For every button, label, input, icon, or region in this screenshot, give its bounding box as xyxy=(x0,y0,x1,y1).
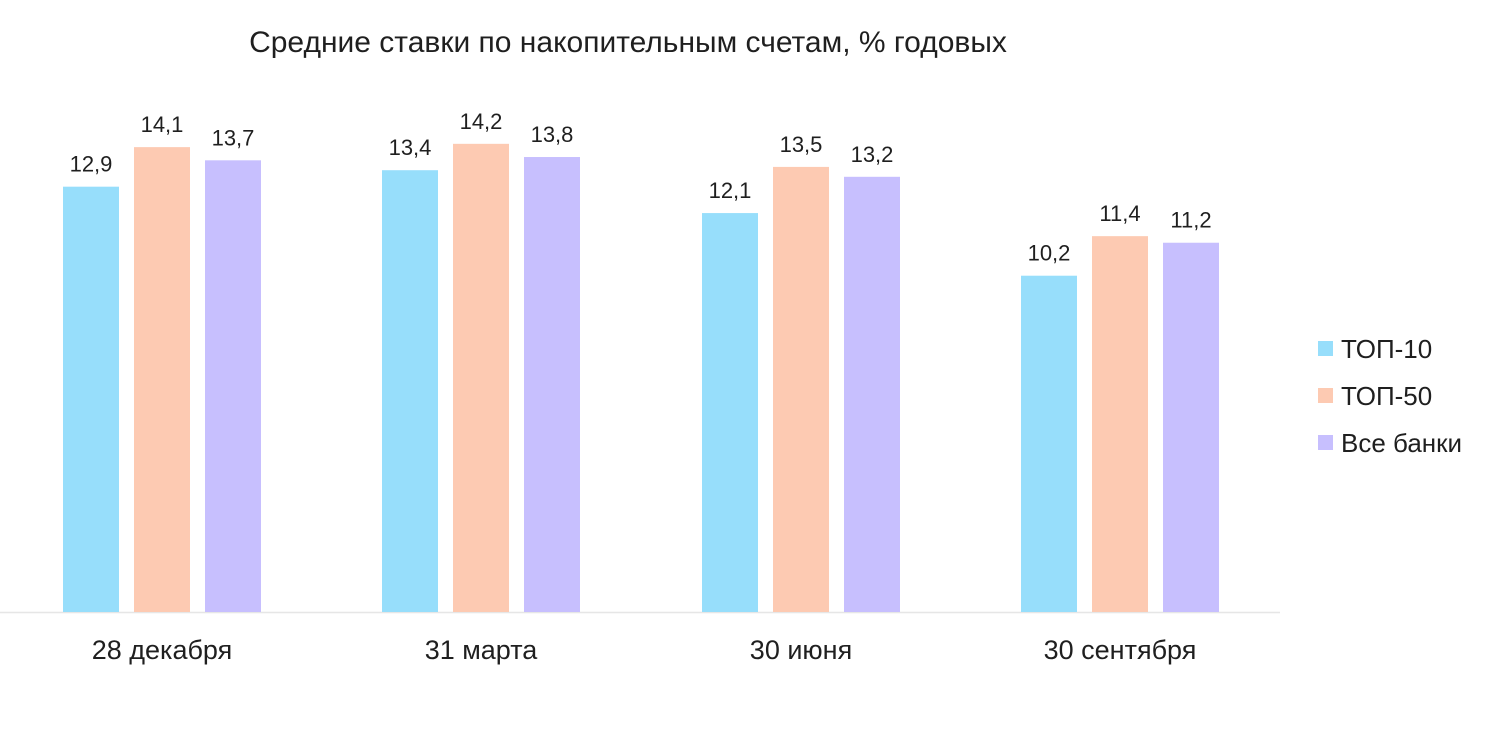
bars-group xyxy=(63,143,1219,613)
category-label-3: 30 сентября xyxy=(1044,635,1197,665)
category-label-0: 28 декабря xyxy=(92,635,233,665)
legend-label-all-banks: Все банки xyxy=(1341,428,1462,458)
data-label-top10-2: 12,1 xyxy=(709,178,752,203)
bar-all-banks-3 xyxy=(1163,242,1219,613)
data-label-top50-3: 11,4 xyxy=(1099,201,1140,226)
data-label-all-banks-2: 13,2 xyxy=(851,142,894,167)
bar-top50-3 xyxy=(1092,236,1148,613)
bar-top50-0 xyxy=(134,147,190,613)
data-label-all-banks-1: 13,8 xyxy=(531,122,574,147)
legend-swatch-top50 xyxy=(1318,388,1333,403)
bar-top50-1 xyxy=(453,143,509,612)
data-label-all-banks-3: 11,2 xyxy=(1170,208,1211,233)
data-label-top10-3: 10,2 xyxy=(1028,241,1071,266)
bar-all-banks-2 xyxy=(844,176,900,613)
bar-top50-2 xyxy=(773,166,829,612)
data-label-top10-1: 13,4 xyxy=(389,135,432,160)
bar-all-banks-0 xyxy=(205,160,261,612)
data-label-top50-0: 14,1 xyxy=(141,112,184,137)
data-label-top50-2: 13,5 xyxy=(780,132,823,157)
data-labels-group: 12,9 14,1 13,7 13,4 14,2 13,8 12,1 13,5 13,2 10,2… xyxy=(70,109,1212,266)
bar-all-banks-1 xyxy=(524,157,580,612)
bar-top10-2 xyxy=(702,213,758,613)
legend: ТОП-10 ТОП-50 Все банки xyxy=(1318,334,1462,458)
data-label-top50-1: 14,2 xyxy=(460,109,503,134)
chart-title: Средние ставки по накопительным счетам, … xyxy=(249,26,1007,59)
legend-swatch-all-banks xyxy=(1318,435,1333,450)
category-label-1: 31 марта xyxy=(425,635,539,665)
category-label-2: 30 июня xyxy=(750,635,852,665)
legend-label-top10: ТОП-10 xyxy=(1341,334,1432,364)
bar-top10-3 xyxy=(1021,275,1077,612)
category-labels-group: 28 декабря 31 марта 30 июня 30 сентября xyxy=(92,635,1197,665)
data-label-top10-0: 12,9 xyxy=(70,152,113,177)
bar-top10-0 xyxy=(63,186,119,612)
data-label-all-banks-0: 13,7 xyxy=(212,125,255,150)
bar-top10-1 xyxy=(382,170,438,612)
legend-swatch-top10 xyxy=(1318,341,1333,356)
legend-label-top50: ТОП-50 xyxy=(1341,381,1432,411)
